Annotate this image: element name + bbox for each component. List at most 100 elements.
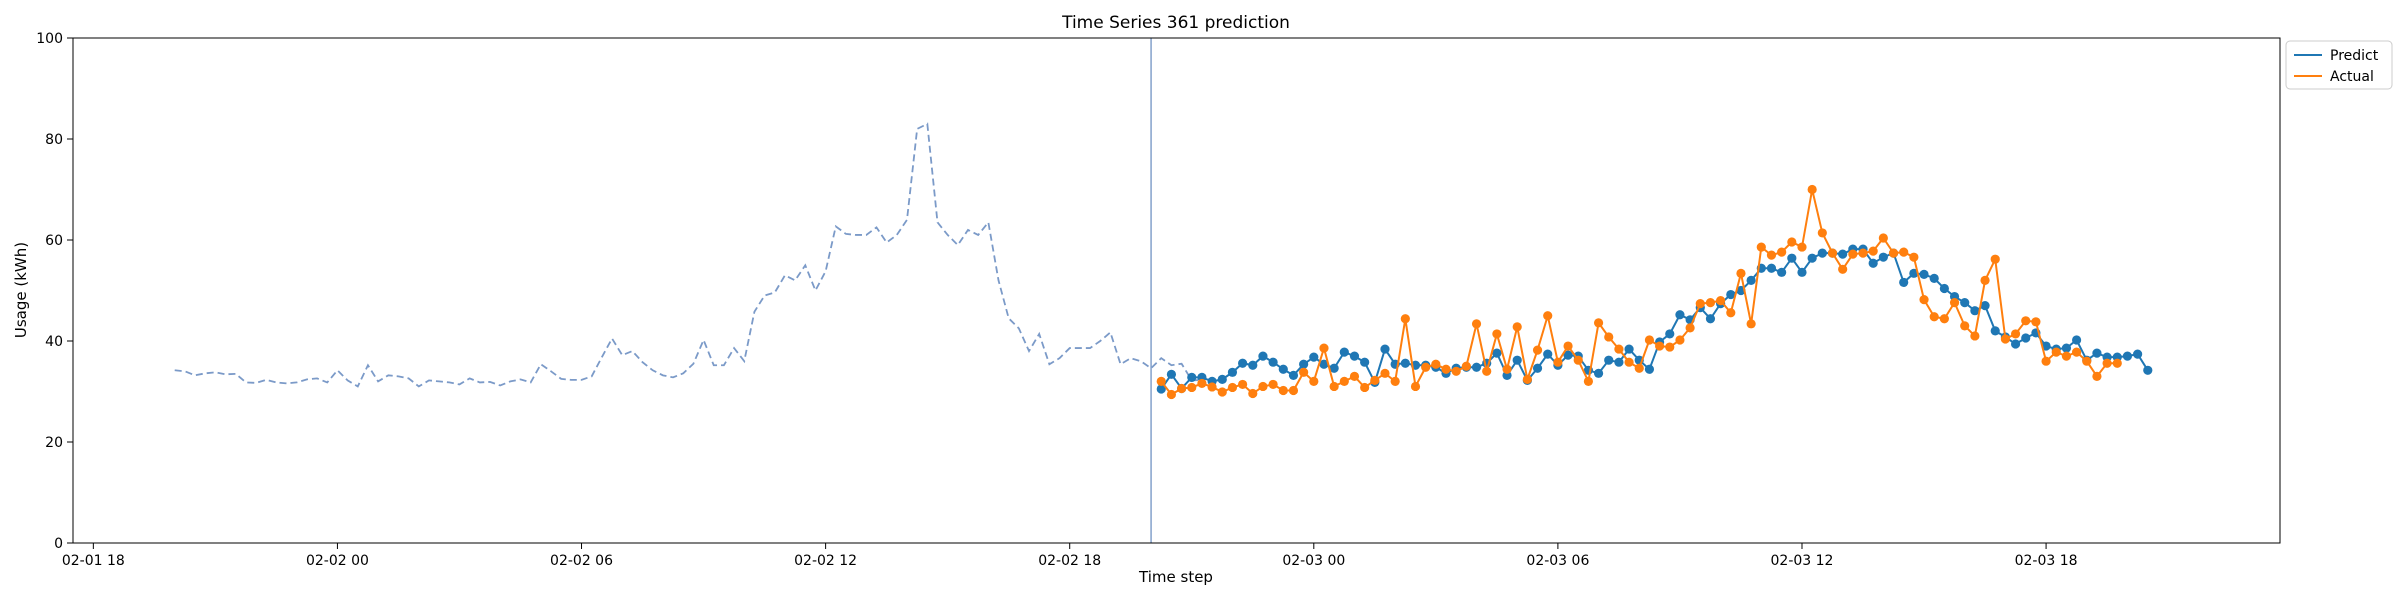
x-axis: 02-01 18 02-02 00 02-02 06 02-02 12 02-02 18…	[62, 543, 2078, 569]
actual-point	[1736, 268, 1746, 278]
actual-point	[1614, 344, 1624, 354]
x-tick-label: 02-03 00	[1282, 553, 1345, 569]
actual-point	[2061, 351, 2072, 361]
actual-point	[1634, 363, 1644, 373]
actual-point	[1339, 376, 1349, 386]
legend-label-actual: Actual	[2330, 69, 2374, 85]
actual-point	[1238, 379, 1248, 390]
actual-point	[1573, 355, 1583, 365]
plot-area	[174, 38, 2153, 543]
predict-point	[1705, 314, 1716, 324]
y-tick-label: 60	[45, 233, 63, 249]
actual-point	[1827, 248, 1838, 258]
actual-point	[1583, 376, 1594, 386]
predict-point	[1258, 351, 1268, 361]
x-tick-label: 02-03 06	[1526, 553, 1589, 569]
predict-point	[1166, 369, 1177, 379]
actual-point	[2010, 329, 2021, 339]
predict-point	[1187, 372, 1197, 382]
predict-point	[1787, 253, 1797, 263]
predict-point	[2010, 339, 2021, 349]
actual-point	[1563, 341, 1573, 351]
predict-point	[1817, 248, 1827, 258]
actual-point	[1604, 332, 1614, 342]
actual-point	[1288, 385, 1299, 396]
legend-label-predict: Predict	[2330, 48, 2379, 64]
actual-point	[2051, 347, 2061, 357]
actual-point	[1227, 382, 1238, 393]
predict-point	[1299, 359, 1309, 369]
actual-point	[1705, 298, 1716, 308]
history-series-line	[174, 122, 1202, 388]
y-axis: 0 20 40 60 80 100	[36, 31, 73, 552]
actual-point	[1675, 335, 1685, 345]
actual-point	[1746, 319, 1756, 329]
predict-point	[1939, 283, 1949, 294]
actual-point	[1441, 364, 1451, 374]
predict-point	[1980, 301, 1990, 311]
predict-point	[1878, 252, 1888, 262]
actual-point	[1980, 275, 1990, 285]
actual-point	[1471, 319, 1482, 329]
actual-point	[1512, 322, 1522, 332]
actual-point	[1492, 329, 1502, 339]
actual-point	[1777, 247, 1787, 257]
predict-point	[1400, 358, 1410, 368]
predict-point	[1532, 363, 1543, 373]
actual-series	[1156, 184, 2122, 400]
actual-point	[1787, 237, 1797, 247]
actual-point	[1156, 376, 1166, 386]
y-axis-label: Usage (kWh)	[12, 242, 30, 338]
predict-point	[1726, 289, 1736, 300]
predict-point	[1278, 364, 1288, 374]
actual-point	[1197, 378, 1207, 389]
predict-point	[1309, 352, 1319, 362]
predict-point	[1766, 263, 1777, 273]
actual-point	[1878, 233, 1888, 243]
x-tick-label: 02-01 18	[62, 553, 125, 569]
predict-point	[1563, 350, 1573, 360]
actual-point	[1919, 294, 1929, 305]
actual-point	[1532, 345, 1543, 355]
actual-point	[1329, 381, 1339, 392]
actual-point	[2082, 356, 2092, 366]
y-tick-label: 40	[45, 334, 63, 350]
actual-point	[1370, 375, 1380, 385]
actual-point	[1644, 335, 1655, 345]
y-tick-label: 100	[36, 31, 63, 47]
predict-point	[1288, 370, 1299, 380]
actual-point	[1624, 357, 1634, 367]
predict-point	[2071, 335, 2082, 345]
predict-point	[1543, 349, 1553, 359]
predict-point	[2143, 365, 2153, 375]
actual-point	[1400, 314, 1410, 324]
actual-point	[1461, 361, 1471, 371]
actual-point	[1258, 381, 1268, 392]
actual-point	[1553, 357, 1563, 367]
actual-point	[1939, 314, 1949, 324]
predict-point	[1380, 344, 1390, 354]
predict-point	[2021, 333, 2031, 343]
y-tick-label: 0	[54, 536, 63, 552]
predict-point	[1268, 357, 1278, 367]
predict-point	[1319, 359, 1329, 369]
actual-point	[1665, 342, 1675, 352]
predict-point	[1990, 326, 2000, 336]
actual-point	[1695, 299, 1705, 309]
actual-point	[1899, 247, 1909, 257]
actual-point	[2000, 334, 2010, 344]
predict-point	[1970, 306, 1980, 316]
actual-point	[1807, 184, 1817, 195]
actual-point	[1543, 311, 1553, 321]
actual-point	[1431, 359, 1441, 369]
actual-point	[2092, 371, 2102, 381]
actual-point	[1187, 382, 1197, 393]
predict-point	[1339, 347, 1349, 357]
actual-point	[1929, 312, 1939, 322]
predict-point	[1665, 329, 1675, 339]
actual-point	[1309, 376, 1319, 386]
actual-point	[1248, 388, 1258, 399]
actual-point	[2102, 358, 2112, 368]
actual-point	[2021, 316, 2031, 326]
